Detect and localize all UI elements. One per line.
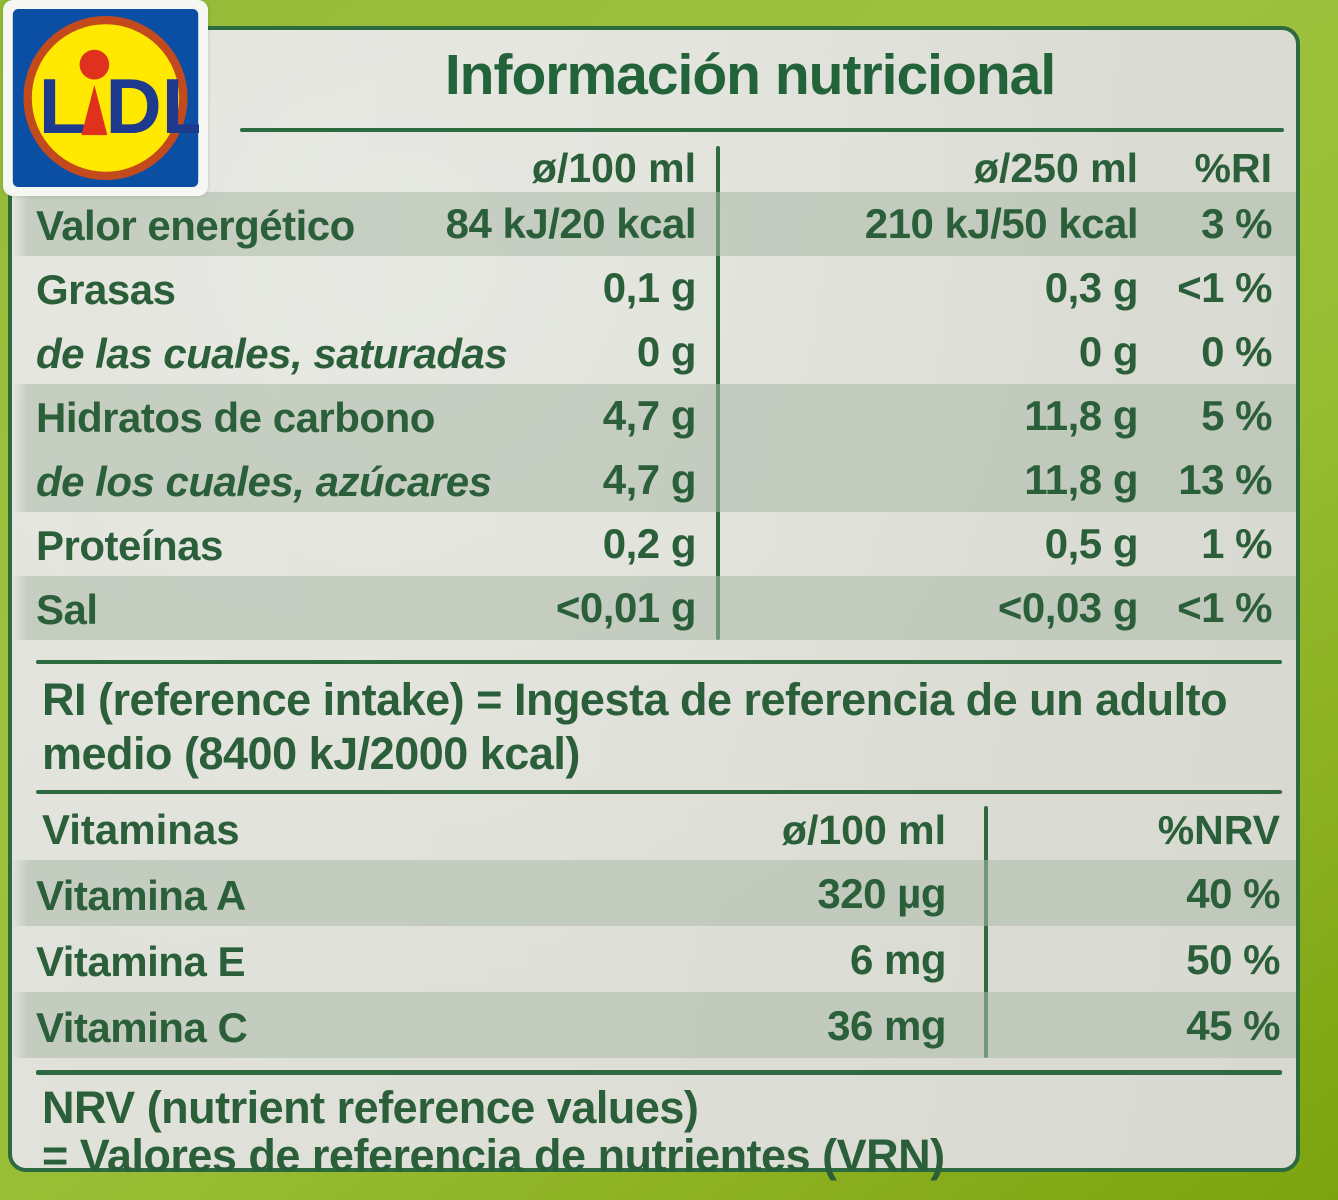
value-per-100ml: 6 mg: [849, 936, 947, 983]
table-row-carbohydrate: Hidratos de carbono 4,7 g 11,8 g 5 %: [12, 384, 1296, 448]
table-row-fat: Grasas 0,1 g 0,3 g <1 %: [12, 256, 1296, 320]
nutrition-panel-card: Información nutricional ø/100 ml ø/250 m…: [8, 26, 1300, 1181]
nrv-percent: 50 %: [1186, 936, 1280, 983]
divider: [36, 1070, 1282, 1075]
value-per-250ml: 11,8 g: [1024, 456, 1138, 503]
vitamins-table-header: Vitaminas ø/100 ml %NRV: [12, 802, 1296, 856]
table-row-saturated-fat: de las cuales, saturadas 0 g 0 g 0 %: [12, 320, 1296, 384]
value-per-100ml: 4,7 g: [602, 392, 697, 439]
value-per-250ml: 0,5 g: [1044, 520, 1139, 567]
page-title: Información nutricional: [444, 43, 1056, 107]
vitamin-label: Vitamina E: [36, 938, 245, 985]
nutrient-sublabel: de los cuales, azúcares: [36, 458, 492, 505]
value-per-250ml: <0,03 g: [997, 584, 1139, 631]
nutrient-label: Grasas: [36, 266, 176, 313]
nutrient-label: Proteínas: [36, 522, 223, 569]
table-row-energy: Valor energético 84 kJ/20 kcal 210 kJ/50…: [12, 192, 1296, 256]
logo-letter-l: L: [39, 63, 87, 150]
main-table: Valor energético 84 kJ/20 kcal 210 kJ/50…: [12, 192, 1296, 640]
value-per-100ml: 0 g: [636, 328, 697, 375]
table-row-salt: Sal <0,01 g <0,03 g <1 %: [12, 576, 1296, 640]
vitamin-label: Vitamina C: [36, 1004, 248, 1051]
value-per-250ml: 210 kJ/50 kcal: [864, 200, 1139, 247]
column-header-nrv-percent: %NRV: [1157, 807, 1280, 853]
nutrient-sublabel: de las cuales, saturadas: [36, 330, 508, 377]
ri-percent: <1 %: [1177, 584, 1272, 631]
value-per-100ml: 320 µg: [817, 870, 946, 917]
divider: [36, 660, 1282, 664]
value-per-100ml: 4,7 g: [602, 456, 697, 503]
value-per-100ml: 36 mg: [827, 1002, 946, 1049]
ri-percent: 5 %: [1201, 392, 1272, 439]
logo-i-dot: [79, 49, 110, 80]
value-per-100ml: <0,01 g: [555, 584, 697, 631]
table-row-vitamin-a: Vitamina A 320 µg 40 %: [12, 860, 1296, 926]
ri-percent: 0 %: [1201, 328, 1272, 375]
ri-percent: 3 %: [1201, 200, 1272, 247]
vitamins-section-label: Vitaminas: [42, 806, 240, 853]
nutrient-label: Valor energético: [36, 202, 355, 249]
title-divider: [240, 128, 1284, 132]
main-table-header: ø/100 ml ø/250 ml %RI: [12, 142, 1296, 192]
nutrient-label: Sal: [36, 586, 98, 633]
value-per-100ml: 84 kJ/20 kcal: [445, 200, 697, 247]
nrv-percent: 40 %: [1186, 870, 1280, 917]
divider: [36, 790, 1282, 794]
nrv-percent: 45 %: [1186, 1002, 1280, 1049]
ri-note-line2: medio (8400 kJ/2000 kcal): [42, 728, 580, 779]
logo-letters-dl: DL: [105, 63, 199, 150]
table-row-vitamin-c: Vitamina C 36 mg 45 %: [12, 992, 1296, 1058]
vitamins-column-separator: [984, 806, 988, 1058]
nrv-note-line2: = Valores de referencia de nutrientes (V…: [42, 1130, 945, 1181]
ri-percent: <1 %: [1177, 264, 1272, 311]
value-per-100ml: 0,2 g: [602, 520, 697, 567]
value-per-250ml: 0 g: [1078, 328, 1139, 375]
column-header-per-100ml: ø/100 ml: [531, 145, 696, 191]
nutrient-label: Hidratos de carbono: [36, 394, 435, 441]
ri-note-line1: RI (reference intake) = Ingesta de refer…: [42, 674, 1228, 725]
lidl-logo: L DL: [3, 0, 208, 196]
table-row-sugars: de los cuales, azúcares 4,7 g 11,8 g 13 …: [12, 448, 1296, 512]
logo-i-stem: [81, 85, 108, 136]
table-row-vitamin-e: Vitamina E 6 mg 50 %: [12, 926, 1296, 992]
value-per-250ml: 0,3 g: [1044, 264, 1139, 311]
value-per-250ml: 11,8 g: [1024, 392, 1138, 439]
nrv-note-line1: NRV (nutrient reference values): [42, 1082, 699, 1133]
vitamin-label: Vitamina A: [36, 872, 246, 919]
table-row-protein: Proteínas 0,2 g 0,5 g 1 %: [12, 512, 1296, 576]
ri-percent: 1 %: [1201, 520, 1272, 567]
ri-percent: 13 %: [1178, 456, 1272, 503]
value-per-100ml: 0,1 g: [602, 264, 697, 311]
column-header-per-100ml: ø/100 ml: [781, 807, 946, 853]
lidl-logo-icon: L DL: [12, 9, 199, 187]
column-header-ri-percent: %RI: [1194, 145, 1272, 191]
column-header-per-250ml: ø/250 ml: [973, 145, 1138, 191]
vitamins-table: Vitamina A 320 µg 40 % Vitamina E 6 mg 5…: [12, 860, 1296, 1058]
